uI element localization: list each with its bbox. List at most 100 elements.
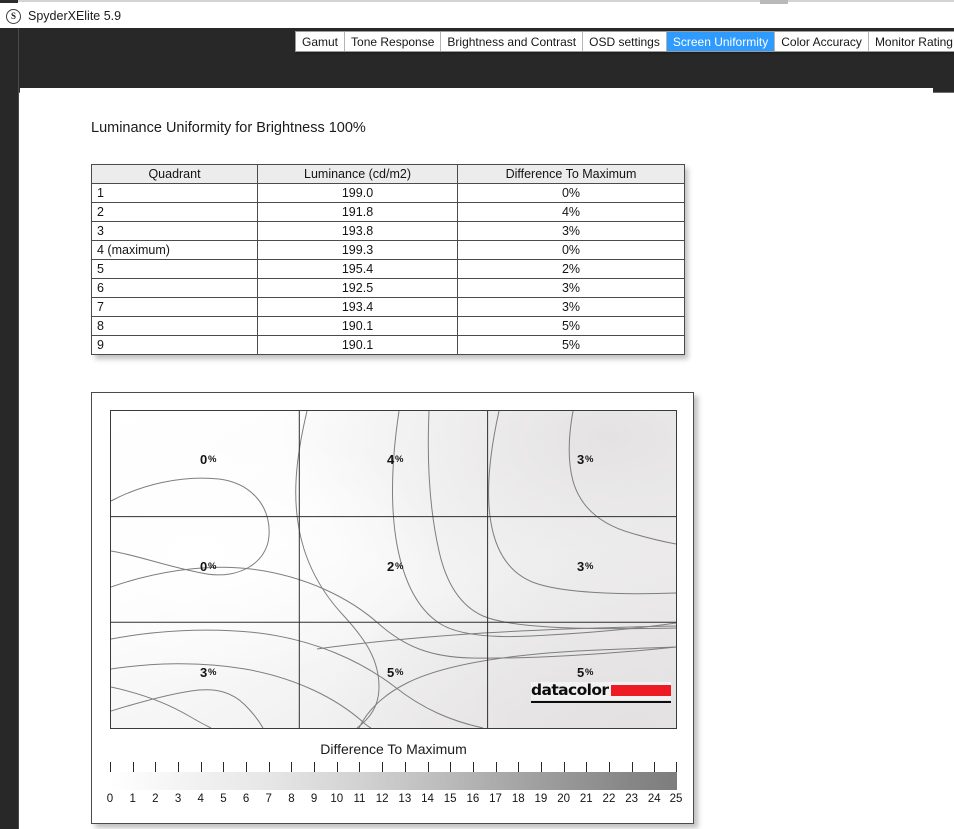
legend-tick-label: 24 — [647, 793, 661, 805]
legend-tick-labels: 0 1 2 3 4 5 6 7 8 9 10 11 12 13 14 15 16 17 18 19 20 21 22 23 24… — [107, 792, 683, 808]
cell-difference: 2% — [457, 259, 685, 279]
cell-difference: 5% — [457, 335, 685, 355]
legend-tick — [291, 762, 293, 772]
table-row: 7 193.4 3% — [91, 297, 685, 317]
legend-tick — [608, 762, 610, 772]
legend-tick-label: 2 — [152, 793, 159, 805]
tab-monitor-rating[interactable]: Monitor Rating — [868, 32, 954, 51]
legend-tick — [200, 762, 202, 772]
legend-tick-label: 17 — [489, 793, 502, 805]
cell-luminance: 199.0 — [257, 183, 458, 203]
table-header-row: Quadrant Luminance (cd/m2) Difference To… — [91, 164, 685, 184]
heatmap-contour-svg — [111, 411, 676, 728]
cell-difference: 4% — [457, 202, 685, 222]
heatmap-cell-label-1: 0% — [200, 452, 217, 467]
report-page: Luminance Uniformity for Brightness 100%… — [20, 88, 933, 829]
cell-luminance: 195.4 — [257, 259, 458, 279]
cell-quadrant: 4 (maximum) — [91, 240, 258, 260]
cell-difference: 0% — [457, 183, 685, 203]
table-row: 9 190.1 5% — [91, 335, 685, 355]
tab-gamut[interactable]: Gamut — [296, 32, 346, 51]
legend-tick-label: 15 — [443, 793, 457, 805]
cell-luminance: 193.4 — [257, 297, 458, 317]
datacolor-red-swatch — [611, 685, 671, 697]
legend-tick — [155, 762, 157, 772]
table-row: 6 192.5 3% — [91, 278, 685, 298]
table-row: 1 199.0 0% — [91, 183, 685, 203]
legend-tick-label: 5 — [220, 793, 227, 805]
legend-tick-label: 14 — [421, 793, 434, 805]
legend-tick — [404, 762, 406, 772]
legend-tick-label: 16 — [466, 793, 480, 805]
page-title: Luminance Uniformity for Brightness 100% — [91, 120, 366, 136]
spyder-s-icon: S — [6, 8, 21, 24]
cell-luminance: 193.8 — [257, 221, 458, 241]
difference-legend: Difference To Maximum 0 1 2 3 4 5 6 7 8 9 10 11 12 13… — [107, 742, 683, 808]
cell-quadrant: 6 — [91, 278, 258, 298]
legend-tick — [268, 762, 270, 772]
legend-tick-label: 9 — [310, 793, 318, 805]
cell-difference: 3% — [457, 278, 685, 298]
legend-tick — [246, 762, 248, 772]
column-header-luminance: Luminance (cd/m2) — [257, 164, 458, 184]
tab-brightness-and-contrast[interactable]: Brightness and Contrast — [441, 32, 584, 51]
tab-color-accuracy[interactable]: Color Accuracy — [775, 32, 869, 51]
luminance-table: Quadrant Luminance (cd/m2) Difference To… — [91, 164, 685, 355]
top-edge-light-segment — [18, 0, 760, 2]
datacolor-logo-row: datacolor — [531, 682, 671, 700]
table-row: 5 195.4 2% — [91, 259, 685, 279]
cell-difference: 0% — [457, 240, 685, 260]
datacolor-wordmark: datacolor — [531, 681, 609, 699]
legend-tick — [132, 762, 134, 772]
window-top-edge — [0, 0, 954, 4]
luminance-table-container: Quadrant Luminance (cd/m2) Difference To… — [91, 164, 685, 355]
legend-tick-marks — [110, 762, 677, 772]
legend-tick-label: 7 — [265, 793, 272, 805]
legend-tick — [450, 762, 452, 772]
legend-tick — [110, 762, 111, 772]
cell-quadrant: 8 — [91, 316, 258, 336]
legend-tick — [359, 762, 361, 772]
uniformity-heatmap: 0% 4% 3% 0% 2% 3% 3% 5% 5% datacolor — [110, 410, 677, 729]
title-bar: S SpyderXElite 5.9 — [0, 4, 954, 28]
legend-tick-label: 6 — [242, 793, 250, 805]
legend-tick — [676, 762, 677, 772]
report-tabstrip[interactable]: Gamut Tone Response Brightness and Contr… — [295, 31, 954, 52]
table-row: 3 193.8 3% — [91, 221, 685, 241]
legend-tick — [382, 762, 384, 772]
heatmap-cell-label-9: 5% — [577, 665, 594, 680]
legend-tick — [178, 762, 180, 772]
legend-tick — [314, 762, 316, 772]
cell-luminance: 199.3 — [257, 240, 458, 260]
legend-tick-label: 1 — [129, 793, 136, 805]
heatmap-cell-label-3: 3% — [577, 452, 594, 467]
legend-tick-label: 23 — [625, 793, 639, 805]
window-title: SpyderXElite 5.9 — [28, 9, 122, 23]
tab-osd-settings[interactable]: OSD settings — [583, 32, 667, 51]
left-rail-divider — [18, 28, 19, 829]
legend-gradient-bar — [110, 772, 677, 790]
tab-screen-uniformity[interactable]: Screen Uniformity — [666, 32, 776, 51]
heatmap-cell-label-8: 5% — [387, 665, 404, 680]
legend-tick — [472, 762, 474, 772]
legend-tick-label: 4 — [197, 793, 204, 805]
cell-quadrant: 1 — [91, 183, 258, 203]
heatmap-cell-label-6: 3% — [577, 559, 594, 574]
cell-quadrant: 7 — [91, 297, 258, 317]
left-rail — [0, 28, 19, 829]
heatmap-cell-label-5: 2% — [387, 559, 404, 574]
legend-tick-label: 18 — [511, 793, 525, 805]
column-header-difference: Difference To Maximum — [457, 164, 685, 184]
tab-tone-response[interactable]: Tone Response — [345, 32, 442, 51]
legend-tick-label: 12 — [375, 793, 389, 805]
cell-luminance: 190.1 — [257, 316, 458, 336]
legend-tick-label: 20 — [557, 793, 570, 805]
cell-quadrant: 9 — [91, 335, 258, 355]
legend-tick — [654, 762, 656, 772]
legend-tick — [336, 762, 338, 772]
legend-tick — [586, 762, 588, 772]
legend-tick — [223, 762, 225, 772]
legend-tick — [518, 762, 520, 772]
legend-tick — [563, 762, 565, 772]
